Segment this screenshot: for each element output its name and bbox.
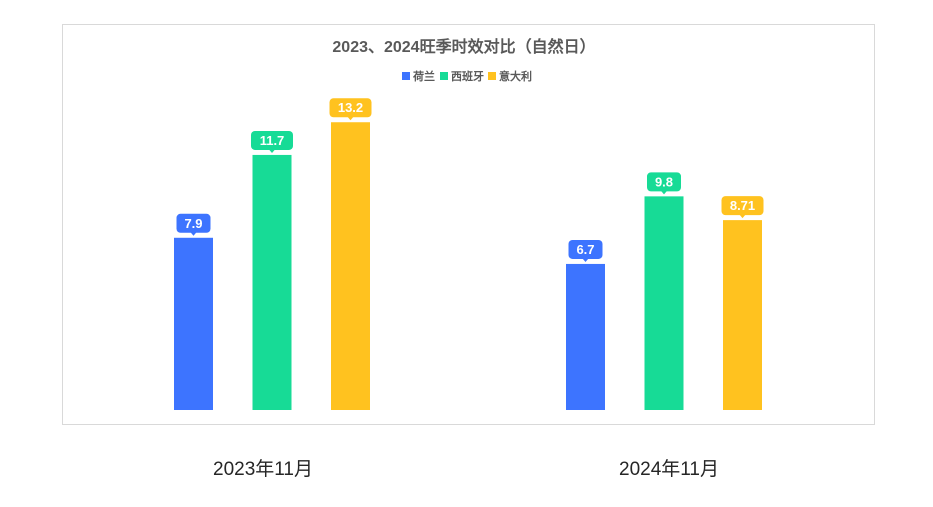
bar: [174, 237, 213, 410]
data-label-bg: [176, 213, 211, 233]
data-label-pointer: [739, 214, 746, 219]
bar: [566, 263, 605, 410]
data-label-bg: [647, 172, 681, 192]
x-axis-labels: 2023年11月 2024年11月: [213, 458, 719, 480]
legend-swatch: [440, 72, 448, 80]
data-label-pointer: [269, 149, 275, 153]
data-label: 8.71: [730, 198, 755, 213]
chart-title: 2023、2024旺季时效对比（自然日）: [332, 37, 595, 56]
x-axis-label: 2023年11月: [213, 458, 313, 480]
data-label: 6.7: [576, 242, 594, 257]
data-label-bg: [568, 239, 603, 259]
data-label-pointer: [661, 190, 667, 195]
data-label-pointer: [582, 258, 589, 262]
data-label: 9.8: [655, 174, 673, 189]
bar: [252, 154, 292, 410]
data-label-bg: [721, 196, 764, 216]
legend-swatch: [488, 72, 496, 80]
legend-label: 西班牙: [451, 69, 484, 83]
legend-label: 意大利: [499, 69, 532, 83]
bar: [331, 122, 370, 411]
legend: 荷兰 西班牙 意大利: [402, 69, 532, 83]
bar: [644, 196, 684, 410]
legend-label: 荷兰: [412, 69, 435, 83]
data-label: 7.9: [184, 216, 202, 231]
bars: 7.9 11.7 13.2 6.7 9.8 8.71: [174, 98, 764, 411]
data-label: 13.2: [338, 100, 363, 115]
data-label-bg: [329, 98, 372, 118]
data-label-pointer: [347, 116, 354, 121]
legend-swatch: [402, 72, 410, 80]
data-label: 11.7: [260, 133, 285, 148]
data-label-bg: [251, 130, 293, 150]
bar: [723, 220, 762, 410]
x-axis-label: 2024年11月: [619, 458, 719, 480]
data-label-pointer: [190, 232, 197, 236]
